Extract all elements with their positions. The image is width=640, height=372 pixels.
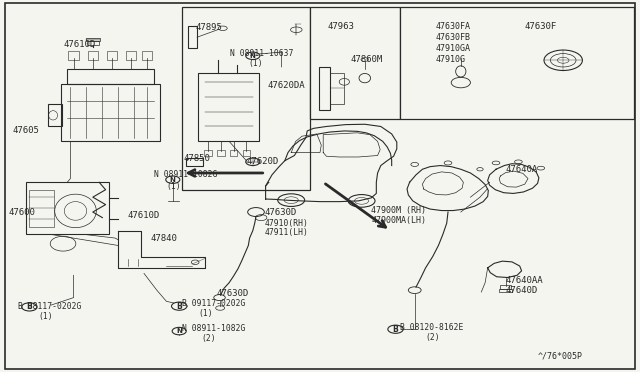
Bar [500, 285, 511, 289]
Bar [217, 150, 225, 156]
Text: N: N [170, 177, 176, 183]
Text: N: N [176, 328, 182, 334]
Text: (2): (2) [426, 333, 440, 342]
Ellipse shape [172, 302, 187, 310]
Bar [400, 7, 634, 119]
Text: 47630D: 47630D [265, 208, 297, 217]
Text: N 08911-10637: N 08911-10637 [230, 49, 294, 58]
Text: (1): (1) [248, 60, 263, 68]
Bar [67, 69, 154, 84]
Text: (1): (1) [38, 312, 53, 321]
Text: 47900MA(LH): 47900MA(LH) [371, 216, 426, 225]
Text: B 08117-0202G: B 08117-0202G [18, 302, 81, 311]
Text: B: B [177, 302, 182, 311]
Bar [230, 150, 237, 156]
Text: B 09117-0202G: B 09117-0202G [182, 299, 246, 308]
Text: 47900M (RH): 47900M (RH) [371, 206, 426, 215]
Bar [88, 51, 98, 60]
Text: ^/76*005P: ^/76*005P [538, 352, 582, 361]
Text: 47610D: 47610D [128, 211, 160, 220]
Text: 47630F: 47630F [525, 22, 557, 31]
Text: 47600: 47600 [9, 208, 36, 217]
Text: (1): (1) [166, 182, 181, 190]
Text: B 08120-8162E: B 08120-8162E [400, 323, 463, 332]
Ellipse shape [246, 52, 260, 60]
Text: 47850: 47850 [183, 154, 210, 163]
Bar [126, 51, 136, 60]
Ellipse shape [172, 327, 186, 335]
Text: 47620D: 47620D [246, 157, 278, 166]
Bar [330, 73, 344, 104]
Bar [243, 150, 250, 156]
Text: N 08911-1082G: N 08911-1082G [154, 170, 217, 179]
Ellipse shape [246, 158, 260, 166]
Bar [319, 67, 330, 110]
Text: B: B [393, 325, 398, 334]
Bar [86, 38, 100, 41]
Text: 47910GA: 47910GA [435, 44, 470, 53]
Text: 47630D: 47630D [216, 289, 248, 298]
Bar [87, 41, 99, 45]
Text: 47860M: 47860M [350, 55, 382, 64]
Bar [142, 51, 152, 60]
Text: 47630FA: 47630FA [435, 22, 470, 31]
Bar [107, 51, 117, 60]
Bar [198, 73, 259, 141]
Text: B: B [27, 302, 32, 311]
Bar [499, 289, 512, 292]
Bar [204, 150, 212, 156]
Text: 47911(LH): 47911(LH) [265, 228, 309, 237]
Text: 47640D: 47640D [506, 286, 538, 295]
Text: 47910G: 47910G [435, 55, 465, 64]
Text: N 08911-1082G: N 08911-1082G [182, 324, 246, 333]
Text: 47840: 47840 [150, 234, 177, 243]
Bar [61, 84, 160, 141]
Bar [186, 158, 203, 166]
Bar [182, 7, 310, 190]
Bar [188, 26, 197, 48]
Text: 47630FB: 47630FB [435, 33, 470, 42]
Text: 47895: 47895 [195, 23, 222, 32]
Text: N: N [250, 53, 256, 59]
Text: 47605: 47605 [13, 126, 40, 135]
Text: 47610D: 47610D [64, 40, 96, 49]
Bar [29, 190, 54, 227]
Ellipse shape [166, 176, 180, 183]
Ellipse shape [22, 303, 37, 311]
Bar [310, 7, 400, 119]
Text: (2): (2) [202, 334, 216, 343]
Ellipse shape [388, 325, 403, 333]
Text: 47963: 47963 [328, 22, 355, 31]
Bar [68, 51, 79, 60]
Text: (1): (1) [198, 309, 213, 318]
Text: 47620DA: 47620DA [268, 81, 305, 90]
Text: 47910(RH): 47910(RH) [265, 219, 309, 228]
Bar [26, 182, 109, 234]
Text: 47640A: 47640A [506, 165, 538, 174]
Bar [48, 104, 62, 126]
Text: 47640AA: 47640AA [506, 276, 543, 285]
